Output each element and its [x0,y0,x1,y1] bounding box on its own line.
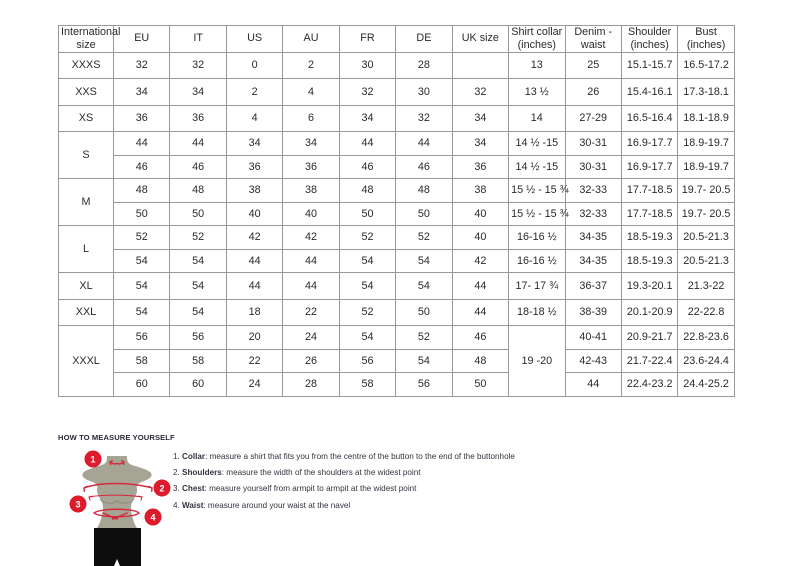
svg-text:2: 2 [159,483,164,493]
svg-text:3: 3 [75,499,80,509]
svg-text:4: 4 [150,512,155,522]
svg-text:1: 1 [90,454,95,464]
